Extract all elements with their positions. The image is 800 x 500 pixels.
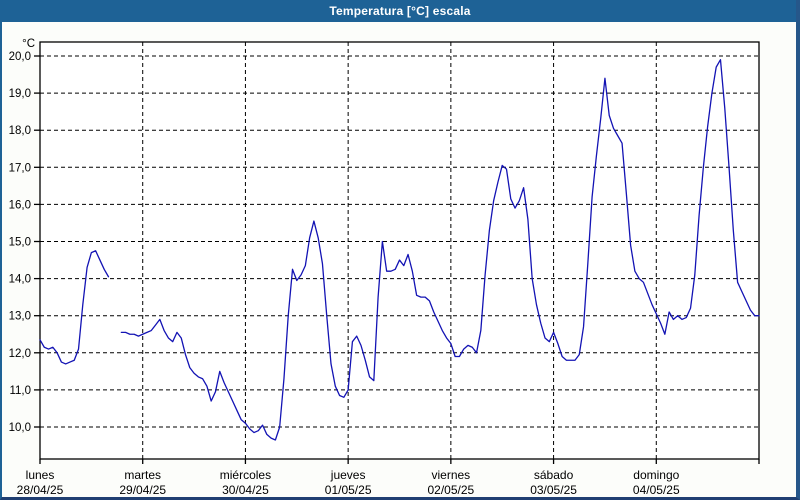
x-axis-date-label: 29/04/25: [119, 483, 166, 497]
y-axis-label: 17,0: [9, 162, 31, 174]
y-axis-label: 10,0: [9, 422, 31, 434]
window-title: Temperatura [°C] escala: [329, 4, 471, 18]
x-axis-day-label: viernes: [432, 468, 471, 482]
x-axis-date-label: 30/04/25: [222, 483, 269, 497]
y-axis-label: 12,0: [9, 348, 31, 360]
y-axis-label: 13,0: [9, 311, 31, 323]
x-axis-date-label: 03/05/25: [530, 483, 577, 497]
y-axis-label: 16,0: [9, 199, 31, 211]
x-axis-day-label: sábado: [534, 468, 574, 482]
x-axis-day-label: miércoles: [220, 468, 271, 482]
y-axis-label: 20,0: [9, 51, 31, 63]
y-axis-label: 11,0: [9, 385, 31, 397]
x-axis-date-label: 28/04/25: [17, 483, 64, 497]
chart-canvas: 20,0 19,0 18,0 17,0 16,0 15,0 14,0 13,0 12,0 11,0…: [2, 22, 796, 497]
x-axis-day-label: jueves: [330, 468, 366, 482]
x-axis-day-label: martes: [124, 468, 161, 482]
x-axis-day-label: domingo: [633, 468, 679, 482]
y-axis-unit-label: °C: [22, 38, 35, 50]
temperature-chart: 20,0 19,0 18,0 17,0 16,0 15,0 14,0 13,0 12,0 11,0…: [9, 38, 760, 497]
y-axis-label: 15,0: [9, 237, 31, 249]
x-axis-date-label: 01/05/25: [325, 483, 372, 497]
x-axis-date-label: 02/05/25: [427, 483, 474, 497]
y-axis-label: 18,0: [9, 125, 31, 137]
y-axis-label: 19,0: [9, 88, 31, 100]
x-axis-date-label: 04/05/25: [633, 483, 680, 497]
temperature-line: [39, 59, 760, 441]
plot-area: [39, 41, 760, 460]
x-axis-day-label: lunes: [26, 468, 55, 482]
window-titlebar: Temperatura [°C] escala: [2, 0, 796, 22]
y-axis-label: 14,0: [9, 274, 31, 286]
